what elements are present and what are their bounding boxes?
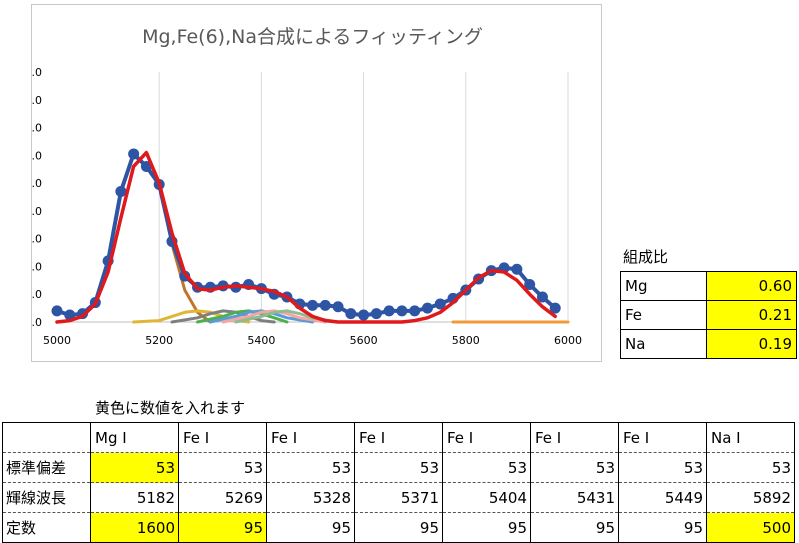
param-value-cell: 53 <box>618 452 707 483</box>
measured-point <box>332 301 344 313</box>
measured-point <box>409 305 421 317</box>
y-tick-label: 6.0 <box>32 233 42 246</box>
param-row: 標準偏差 53 53 53 53 53 53 53 53 <box>2 452 795 483</box>
param-value-cell: 5431 <box>530 482 619 513</box>
param-value-cell: 5892 <box>706 482 795 513</box>
param-row-label: 輝線波長 <box>2 482 91 513</box>
y-tick-label: 8.0 <box>32 205 42 218</box>
component-line <box>170 309 276 324</box>
parameter-table: Mg I Fe I Fe I Fe I Fe I Fe I Fe I Na I 標準偏差 53 53… <box>2 422 795 543</box>
param-column-header: Fe I <box>266 422 355 453</box>
measured-point <box>549 302 561 314</box>
param-value-cell: 53 <box>530 452 619 483</box>
y-tick-label: 16.0 <box>32 94 42 107</box>
ratio-element-name: Mg <box>620 271 707 301</box>
measured-point <box>370 308 382 320</box>
measured-point <box>51 305 63 317</box>
param-value-cell: 5404 <box>442 482 531 513</box>
ratio-element-name: Na <box>620 329 707 359</box>
x-tick-label: 5000 <box>43 334 71 347</box>
measured-point <box>115 185 127 197</box>
measured-point <box>421 302 433 314</box>
x-tick-label: 5800 <box>452 334 480 347</box>
component-line <box>81 151 212 324</box>
param-input-cell[interactable]: 53 <box>90 452 179 483</box>
fit-line <box>55 150 557 324</box>
ratio-row: Mg 0.60 <box>620 271 797 301</box>
composition-ratio-table: Mg 0.60 Fe 0.21 Na 0.19 <box>620 271 797 359</box>
param-value-cell: 95 <box>530 512 619 543</box>
param-value-cell: 5269 <box>178 482 267 513</box>
instruction-note: 黄色に数値を入れます <box>95 399 246 417</box>
param-column-header: Fe I <box>530 422 619 453</box>
param-column-header: Na I <box>706 422 795 453</box>
measured-point <box>64 309 76 321</box>
y-tick-label: 18.0 <box>32 66 42 79</box>
param-value-cell: 53 <box>354 452 443 483</box>
x-tick-label: 5600 <box>350 334 378 347</box>
param-value-cell: 53 <box>266 452 355 483</box>
param-value-cell: 53 <box>442 452 531 483</box>
param-column-header: Fe I <box>618 422 707 453</box>
ratio-row: Fe 0.21 <box>620 300 797 330</box>
chart-area: Mg,Fe(6),Na合成によるフィッティング 5000 5200 5400 5600 5… <box>31 4 602 362</box>
param-value-cell: 95 <box>266 512 355 543</box>
param-column-header: Fe I <box>178 422 267 453</box>
ratio-value[interactable]: 0.60 <box>706 271 797 301</box>
param-row: 定数 1600 95 95 95 95 95 95 500 <box>2 512 795 543</box>
param-value-cell: 53 <box>178 452 267 483</box>
measured-point <box>434 298 446 310</box>
y-tick-label: 14.0 <box>32 122 42 135</box>
param-value-cell: 53 <box>706 452 795 483</box>
param-value-cell: 5371 <box>354 482 443 513</box>
param-input-cell[interactable]: 1600 <box>90 512 179 543</box>
measured-point <box>396 305 408 317</box>
param-column-header: Fe I <box>354 422 443 453</box>
param-row: 輝線波長 5182 5269 5328 5371 5404 5431 5449 5892 <box>2 482 795 513</box>
param-column-header: Fe I <box>442 422 531 453</box>
ratio-element-name: Fe <box>620 300 707 330</box>
y-tick-label: 2.0 <box>32 288 42 301</box>
y-tick-label: 10.0 <box>32 177 42 190</box>
param-value-cell: 95 <box>618 512 707 543</box>
measured-point <box>307 299 318 311</box>
param-value-cell: 95 <box>354 512 443 543</box>
ratio-row: Na 0.19 <box>620 329 797 359</box>
param-corner-cell <box>2 422 91 453</box>
measured-point <box>319 299 331 311</box>
ratio-title: 組成比 <box>623 248 669 266</box>
measured-point <box>358 309 370 321</box>
param-value-cell: 5449 <box>618 482 707 513</box>
x-tick-label: 6000 <box>554 334 582 347</box>
y-tick-label: 12.0 <box>32 149 42 162</box>
measured-point <box>128 148 140 160</box>
measured-point <box>524 279 536 290</box>
param-column-header: Mg I <box>90 422 179 453</box>
fitting-chart: Mg,Fe(6),Na合成によるフィッティング 5000 5200 5400 5600 5… <box>32 26 582 347</box>
param-header-row: Mg I Fe I Fe I Fe I Fe I Fe I Fe I Na I <box>2 422 795 453</box>
param-value-cell: 5182 <box>90 482 179 513</box>
chart-title: Mg,Fe(6),Na合成によるフィッティング <box>142 26 483 48</box>
param-row-label: 定数 <box>2 512 91 543</box>
measured-point <box>536 291 548 303</box>
x-tick-label: 5400 <box>247 334 275 347</box>
param-row-label: 標準偏差 <box>2 452 91 483</box>
param-input-cell[interactable]: 500 <box>706 512 795 543</box>
measured-point <box>345 308 357 320</box>
ratio-value[interactable]: 0.21 <box>706 300 797 330</box>
param-value-cell: 5328 <box>266 482 355 513</box>
y-tick-label: 0.0 <box>32 316 42 329</box>
ratio-value[interactable]: 0.19 <box>706 329 797 359</box>
param-value-cell: 95 <box>442 512 531 543</box>
param-input-cell[interactable]: 95 <box>178 512 267 543</box>
x-tick-label: 5200 <box>145 334 173 347</box>
measured-point <box>511 263 523 275</box>
y-tick-label: 4.0 <box>32 260 42 273</box>
measured-point <box>383 305 395 317</box>
